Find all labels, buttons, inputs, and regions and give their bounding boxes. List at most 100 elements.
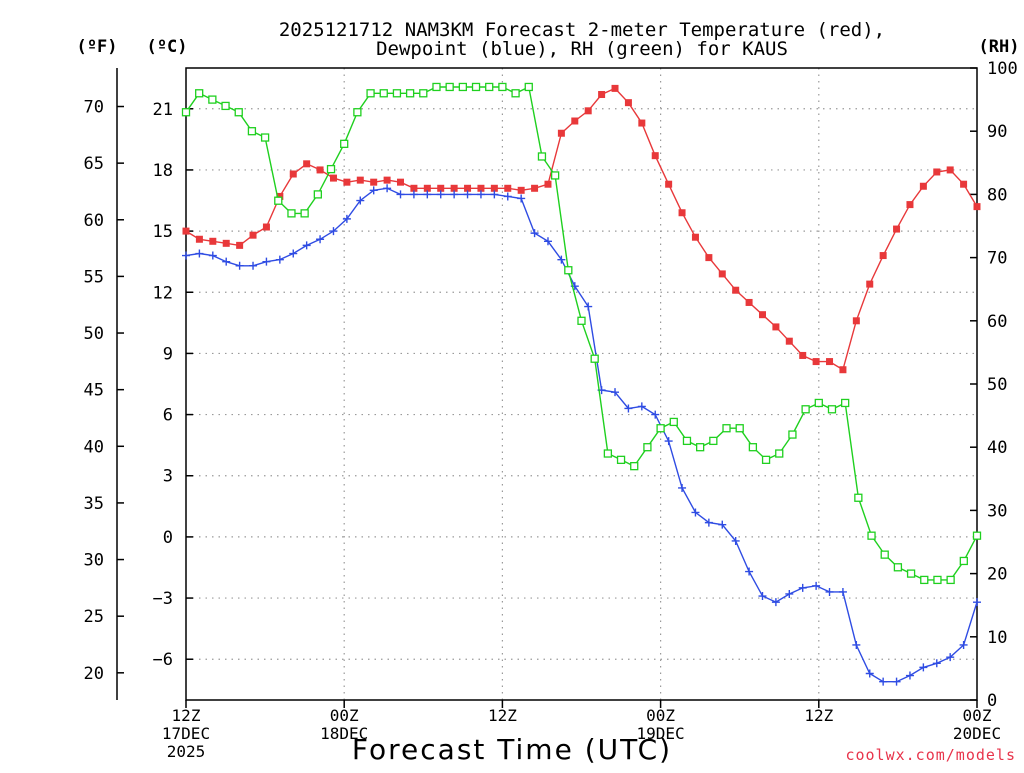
dewpoint-point: [611, 388, 620, 397]
dewpoint-point: [771, 598, 780, 607]
rh-point: [709, 436, 718, 446]
2-meter-temperature-point: [866, 280, 874, 288]
dewpoint-point: [208, 251, 217, 260]
dewpoint-point: [543, 237, 552, 246]
chart-subtitle: Dewpoint (blue), RH (green) for KAUS: [376, 38, 788, 60]
dewpoint-point: [476, 190, 485, 199]
celsius-axis: 21 18 15 12 9 6 3 0 −3 −6: [153, 100, 193, 670]
2-meter-temperature-point: [356, 176, 364, 184]
rh-tick-label: 50: [987, 375, 1007, 395]
dewpoint-point: [852, 640, 861, 649]
rh-point: [181, 108, 191, 117]
dewpoint-point: [718, 520, 727, 529]
rh-point: [537, 152, 547, 161]
rh-point: [893, 563, 903, 572]
2-meter-temperature-point: [826, 358, 834, 366]
rh-tick-label: 60: [987, 312, 1007, 332]
dewpoint-point: [825, 587, 834, 596]
dewpoint-point: [463, 190, 472, 199]
dewpoint-point: [182, 251, 190, 260]
dewpoint-point: [409, 190, 418, 199]
time-tick-label: 18DEC: [320, 724, 368, 743]
dewpoint-point: [758, 592, 767, 601]
credit-text: coolwx.com/models: [845, 746, 1016, 764]
2-meter-temperature-point: [745, 298, 753, 306]
rh-point: [841, 398, 850, 408]
rh-point: [906, 569, 916, 578]
rh-point: [498, 82, 507, 92]
rh-point: [867, 531, 876, 540]
dewpoint-point: [865, 669, 874, 678]
dewpoint-point: [798, 583, 807, 592]
fahrenheit-tick-label: 30: [84, 551, 104, 571]
2-meter-temperature-point: [423, 184, 431, 192]
dewpoint-point: [651, 410, 660, 419]
2-meter-temperature-point: [718, 270, 726, 278]
2-meter-temperature-point: [772, 323, 780, 331]
rh-unit-label: (RH): [979, 37, 1020, 57]
fahrenheit-tick-label: 50: [84, 324, 104, 344]
celsius-tick-label: 15: [153, 222, 173, 242]
dewpoint-point: [838, 587, 847, 596]
rh-tick-label: 70: [987, 249, 1007, 269]
rh-point: [379, 89, 388, 98]
rh-point: [550, 171, 560, 180]
rh-point: [234, 108, 243, 117]
2-meter-temperature-point: [839, 366, 847, 374]
celsius-tick-label: 21: [153, 100, 173, 120]
2-meter-temperature-point: [678, 209, 686, 217]
2-meter-temperature-point: [397, 178, 405, 186]
rh-point: [616, 455, 626, 464]
2-meter-temperature-point: [303, 160, 311, 168]
time-tick-label: 12Z: [488, 706, 517, 725]
2-meter-temperature-point: [209, 237, 217, 245]
dewpoint-point: [423, 190, 432, 199]
rh-point: [221, 101, 230, 111]
fahrenheit-tick-label: 20: [84, 664, 104, 684]
x-axis-title: Forecast Time (UTC): [352, 733, 672, 766]
rh-tick-label: 80: [987, 185, 1007, 205]
rh-point: [933, 575, 942, 585]
fahrenheit-tick-label: 65: [84, 154, 104, 174]
rh-point: [405, 89, 415, 98]
dewpoint-point: [450, 190, 459, 199]
fahrenheit-tick-label: 55: [84, 267, 104, 287]
2-meter-temperature-point: [879, 252, 887, 260]
fahrenheit-tick-label: 70: [84, 98, 104, 118]
rh-point: [630, 462, 639, 471]
time-tick-label: 00Z: [330, 706, 359, 725]
2-meter-temperature-point: [557, 129, 565, 137]
2-meter-temperature-point: [276, 192, 284, 200]
dewpoint-point: [905, 671, 914, 680]
rh-point: [775, 449, 784, 458]
2-meter-temperature-point: [651, 152, 659, 160]
2-meter-temperature-point: [544, 180, 552, 188]
celsius-tick-label: 0: [163, 528, 173, 548]
dewpoint-point: [503, 192, 512, 201]
dewpoint-series: [182, 184, 981, 686]
2-meter-temperature-point: [691, 233, 699, 241]
dewpoint-point: [383, 184, 392, 193]
rh-point: [735, 424, 744, 433]
rh-point: [656, 424, 665, 433]
celsius-tick-label: 18: [153, 161, 173, 181]
rh-point: [854, 493, 863, 502]
2-meter-temperature-point: [799, 351, 807, 359]
celsius-unit-label: (ºC): [147, 37, 188, 57]
2-meter-temperature-point: [343, 178, 351, 186]
rh-point: [524, 82, 533, 92]
time-tick-label: 17DEC: [162, 724, 210, 743]
2-meter-temperature-point: [638, 119, 646, 127]
rh-tick-label: 10: [987, 628, 1007, 648]
dewpoint-point: [530, 229, 539, 238]
celsius-tick-label: 6: [163, 406, 173, 426]
dewpoint-point: [785, 589, 794, 598]
rh-point: [577, 316, 586, 325]
2-meter-temperature-point: [732, 286, 740, 294]
2-meter-temperature-point: [249, 231, 257, 239]
time-tick-label: 12Z: [804, 706, 833, 725]
2-meter-temperature-point: [289, 170, 297, 178]
celsius-tick-label: −3: [153, 589, 173, 609]
